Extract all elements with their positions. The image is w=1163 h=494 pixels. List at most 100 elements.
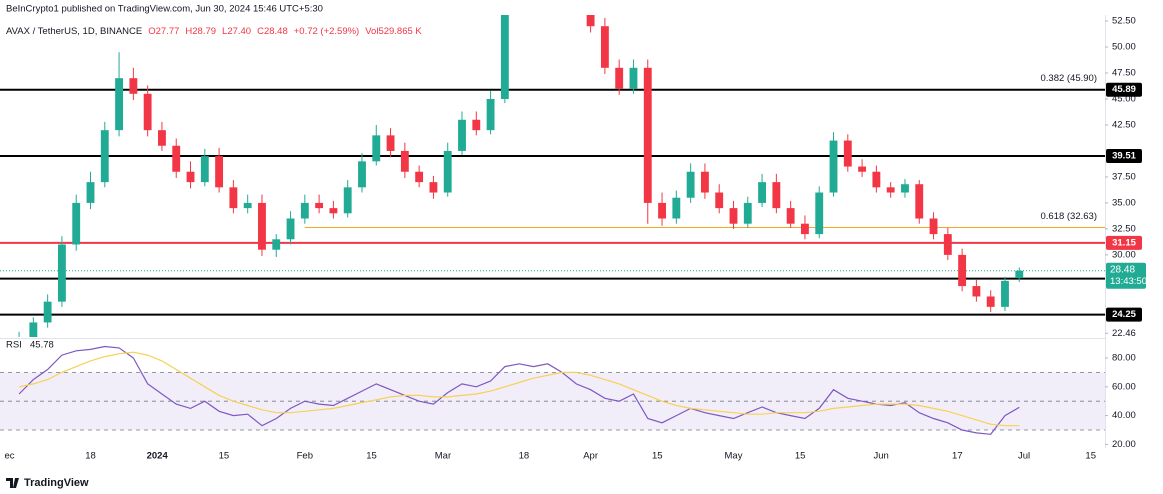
y-tick-label: 42.50 bbox=[1112, 119, 1136, 130]
rsi-pane bbox=[0, 345, 1105, 435]
last-price-label: 28.48 bbox=[1110, 264, 1135, 275]
candle-body bbox=[658, 202, 666, 219]
candle-body bbox=[843, 140, 852, 167]
x-tick-label: May bbox=[725, 451, 743, 462]
symbol-legend: AVAX / TetherUS, 1D, BINANCE O27.77 H28.79… bbox=[6, 26, 422, 37]
candle-body bbox=[158, 130, 166, 146]
last-price-tag bbox=[1106, 262, 1146, 289]
level-tag bbox=[1106, 235, 1142, 250]
x-tick-label: Jul bbox=[1018, 451, 1030, 462]
candle-body bbox=[43, 301, 52, 323]
candle-body bbox=[586, 15, 595, 27]
candle-body bbox=[358, 161, 366, 188]
logo-icon bbox=[6, 478, 19, 488]
candle-body bbox=[1001, 280, 1009, 307]
candle-body bbox=[215, 156, 224, 188]
x-tick-label: ec bbox=[5, 451, 15, 462]
x-tick-label: 15 bbox=[652, 451, 663, 462]
candle-body bbox=[972, 286, 981, 297]
y-tick-label: 52.50 bbox=[1112, 16, 1136, 27]
rsi-value: 45.78 bbox=[30, 340, 54, 351]
candle-body bbox=[629, 67, 638, 89]
candle-body bbox=[272, 239, 281, 250]
candle-body bbox=[901, 184, 909, 193]
x-tick-label: 15 bbox=[219, 451, 230, 462]
candle-body bbox=[400, 150, 409, 172]
symbol-name: AVAX / TetherUS, 1D, BINANCE bbox=[6, 26, 142, 37]
x-tick-label: Mar bbox=[435, 451, 451, 462]
candle-body bbox=[1015, 270, 1024, 279]
rsi-line bbox=[18, 345, 1020, 435]
y-tick-label: 30.00 bbox=[1112, 249, 1136, 260]
publisher-note: BeInCrypto1 published on TradingView.com… bbox=[6, 4, 323, 15]
candle-body bbox=[943, 234, 952, 255]
x-tick-label: 15 bbox=[1085, 451, 1096, 462]
y-tick-label: 35.00 bbox=[1112, 197, 1136, 208]
y-tick-label: 40.00 bbox=[1112, 410, 1136, 421]
candle-body bbox=[858, 166, 867, 172]
level-tag-label: 24.25 bbox=[1112, 309, 1136, 320]
candle-body bbox=[258, 202, 266, 250]
candle-body bbox=[486, 98, 495, 131]
candle-body bbox=[615, 67, 624, 89]
candle-body bbox=[729, 208, 738, 224]
candle-body bbox=[300, 202, 309, 219]
x-tick-label: 18 bbox=[519, 451, 530, 462]
candle-body bbox=[686, 171, 695, 198]
candle-body bbox=[315, 202, 324, 209]
candle-body bbox=[886, 187, 895, 193]
candle-body bbox=[443, 150, 452, 193]
candle-body bbox=[86, 182, 95, 203]
x-tick-label: 15 bbox=[366, 451, 377, 462]
candle-body bbox=[143, 93, 152, 131]
candle-body bbox=[172, 145, 181, 172]
level-tag-label: 31.15 bbox=[1112, 237, 1136, 248]
candle-body bbox=[229, 187, 238, 209]
price-pane bbox=[0, 15, 1105, 337]
candle-body bbox=[801, 223, 809, 235]
candle-body bbox=[786, 208, 795, 224]
candle-body bbox=[100, 130, 109, 183]
level-tag-label: 39.51 bbox=[1112, 151, 1136, 162]
level-tag-label: 45.89 bbox=[1112, 84, 1136, 95]
footer-logo: TradingView bbox=[24, 477, 89, 489]
fib-label: 0.382 (45.90) bbox=[1040, 73, 1097, 84]
y-tick-label: 20.00 bbox=[1112, 439, 1136, 450]
candle-body bbox=[958, 254, 967, 287]
candle-body bbox=[386, 135, 395, 151]
candle-body bbox=[415, 171, 424, 183]
rsi-ma-line bbox=[18, 351, 1020, 427]
x-tick-label: 17 bbox=[952, 451, 963, 462]
candle-body bbox=[286, 218, 295, 240]
candle-body bbox=[872, 171, 881, 188]
candle-body bbox=[772, 182, 781, 209]
candle-body bbox=[743, 202, 752, 224]
rsi-title: RSI bbox=[6, 340, 22, 351]
quote-value: C28.48 bbox=[257, 26, 288, 37]
x-tick-label: Feb bbox=[297, 451, 313, 462]
candle-body bbox=[200, 156, 209, 183]
candle-body bbox=[458, 119, 466, 151]
y-tick-label: 47.50 bbox=[1112, 68, 1136, 79]
candle-body bbox=[672, 197, 681, 219]
level-tag bbox=[1106, 307, 1142, 322]
quote-value: Vol529.865 K bbox=[365, 26, 422, 37]
candle-body bbox=[600, 26, 609, 68]
countdown-label: 13:43:50 bbox=[1110, 276, 1147, 287]
candle-body bbox=[329, 208, 338, 214]
candle-body bbox=[643, 67, 652, 203]
candle-body bbox=[829, 140, 838, 193]
level-tag bbox=[1106, 82, 1142, 97]
candle-body bbox=[429, 182, 438, 193]
candle-body bbox=[500, 15, 509, 99]
y-tick-label: 60.00 bbox=[1112, 381, 1136, 392]
quote-value: O27.77 bbox=[148, 26, 179, 37]
candle-body bbox=[57, 244, 66, 302]
candle-body bbox=[700, 171, 709, 193]
y-tick-label: 22.46 bbox=[1112, 328, 1136, 339]
x-tick-label: 15 bbox=[795, 451, 806, 462]
candle-body bbox=[929, 218, 938, 235]
candle-body bbox=[715, 192, 724, 209]
candle-body bbox=[129, 78, 138, 94]
